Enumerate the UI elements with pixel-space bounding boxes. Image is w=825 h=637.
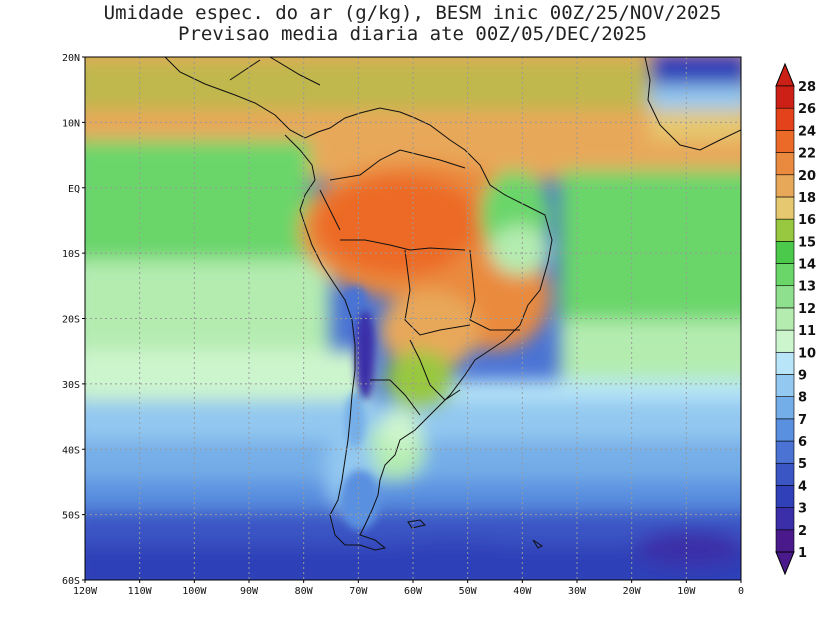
lat-label-60S: 60S bbox=[62, 576, 80, 587]
colorbar-swatch bbox=[775, 329, 795, 353]
colorbar-arrow-bottom bbox=[775, 551, 795, 576]
lon-label-40W: 40W bbox=[513, 586, 532, 597]
lon-label-80W: 80W bbox=[295, 586, 314, 597]
colorbar-label-5: 5 bbox=[798, 457, 807, 472]
colorbar-label-20: 20 bbox=[798, 169, 816, 184]
colorbar-arrow-top bbox=[775, 62, 795, 87]
colorbar-swatch bbox=[775, 241, 795, 264]
colorbar-label-9: 9 bbox=[798, 368, 807, 383]
colorbar-swatch bbox=[775, 174, 795, 198]
colorbar-label-7: 7 bbox=[798, 413, 807, 428]
lat-label-10N: 10N bbox=[62, 118, 80, 129]
lat-label-40S: 40S bbox=[62, 445, 80, 456]
lat-label-50S: 50S bbox=[62, 511, 80, 522]
colorbar-swatch bbox=[775, 374, 795, 397]
coastlines bbox=[164, 57, 741, 551]
colorbar-label-24: 24 bbox=[798, 124, 816, 139]
colorbar-swatch bbox=[775, 152, 795, 176]
colorbar-label-14: 14 bbox=[798, 258, 816, 273]
colorbar-swatch bbox=[775, 418, 795, 442]
colorbar-label-1: 1 bbox=[798, 546, 807, 561]
lon-label-10W: 10W bbox=[677, 586, 696, 597]
lon-label-120W: 120W bbox=[73, 586, 98, 597]
colorbar-swatch bbox=[775, 107, 795, 131]
colorbar-label-6: 6 bbox=[798, 435, 807, 450]
lat-label-20S: 20S bbox=[62, 315, 80, 326]
colorbar-label-10: 10 bbox=[798, 346, 816, 361]
colorbar-swatch bbox=[775, 462, 795, 486]
lat-label-10S: 10S bbox=[62, 249, 80, 260]
colorbar-label-15: 15 bbox=[798, 235, 816, 250]
lon-label-100W: 100W bbox=[182, 586, 207, 597]
colorbar-swatch bbox=[775, 285, 795, 309]
lat-label-20N: 20N bbox=[62, 53, 80, 64]
humidity-field bbox=[85, 57, 741, 580]
colorbar-label-22: 22 bbox=[798, 147, 816, 162]
colorbar-swatch bbox=[775, 85, 795, 109]
colorbar-label-12: 12 bbox=[798, 302, 816, 317]
colorbar-swatch bbox=[775, 440, 795, 464]
lon-label-90W: 90W bbox=[240, 586, 259, 597]
colorbar-label-11: 11 bbox=[798, 324, 816, 339]
colorbar-label-3: 3 bbox=[798, 502, 807, 517]
colorbar-swatch bbox=[775, 396, 795, 420]
lon-label-70W: 70W bbox=[349, 586, 368, 597]
lon-label-60W: 60W bbox=[404, 586, 423, 597]
lon-label-20W: 20W bbox=[623, 586, 642, 597]
map-title-line2: Previsao media diaria ate 00Z/05/DEC/202… bbox=[178, 23, 647, 45]
colorbar-swatch bbox=[775, 529, 795, 553]
colorbar-swatch bbox=[775, 485, 795, 508]
graticule bbox=[85, 57, 741, 580]
colorbar-swatch bbox=[775, 507, 795, 531]
lon-label-50W: 50W bbox=[459, 586, 478, 597]
colorbar-label-18: 18 bbox=[798, 191, 816, 206]
colorbar-swatch bbox=[775, 218, 795, 242]
lon-label-0: 0 bbox=[738, 586, 744, 597]
colorbar-label-26: 26 bbox=[798, 102, 816, 117]
colorbar-label-2: 2 bbox=[798, 524, 807, 539]
map-title-line1: Umidade espec. do ar (g/kg), BESM inic 0… bbox=[103, 2, 722, 24]
colorbar-swatch bbox=[775, 307, 795, 331]
lat-label-EQ: EQ bbox=[68, 184, 80, 195]
colorbar-swatch bbox=[775, 196, 795, 220]
colorbar-swatch bbox=[775, 130, 795, 153]
colorbar-label-28: 28 bbox=[798, 80, 816, 95]
lon-label-110W: 110W bbox=[128, 586, 153, 597]
colorbar-label-8: 8 bbox=[798, 391, 807, 406]
lon-label-30W: 30W bbox=[568, 586, 587, 597]
lat-label-30S: 30S bbox=[62, 380, 80, 391]
colorbar-label-4: 4 bbox=[798, 479, 807, 494]
colorbar-label-13: 13 bbox=[798, 280, 816, 295]
colorbar-swatch bbox=[775, 263, 795, 287]
colorbar-label-16: 16 bbox=[798, 213, 816, 228]
colorbar-swatch bbox=[775, 351, 795, 375]
